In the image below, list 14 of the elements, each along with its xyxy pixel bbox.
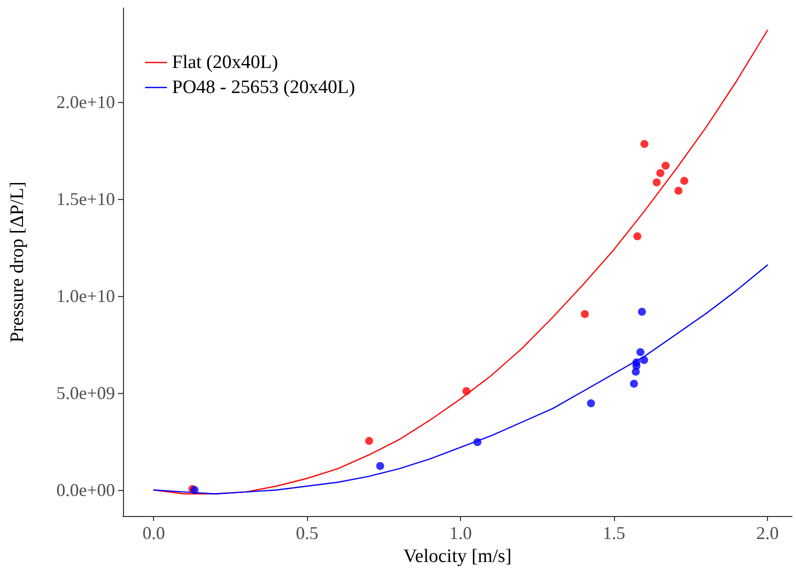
y-tick-label: 2.0e+10 bbox=[56, 92, 115, 112]
y-tick-label: 0.0e+00 bbox=[56, 480, 115, 500]
x-axis-title: Velocity [m/s] bbox=[403, 546, 512, 567]
y-tick-label: 5.0e+09 bbox=[56, 383, 115, 404]
x-tick-label: 0.0 bbox=[142, 523, 165, 543]
x-tick-label: 1.5 bbox=[602, 523, 626, 543]
x-tick-label: 0.5 bbox=[296, 523, 318, 543]
y-tick-label: 1.0e+10 bbox=[56, 286, 115, 306]
x-tick-label: 2.0 bbox=[756, 523, 779, 543]
x-tick-label: 1.0 bbox=[449, 523, 472, 543]
legend-label: PO48 - 25653 (20x40L) bbox=[172, 77, 356, 98]
y-tick-label: 1.5e+10 bbox=[56, 189, 115, 210]
legend-label: Flat (20x40L) bbox=[172, 52, 278, 73]
y-axis-title: Pressure drop [ΔP/L] bbox=[7, 181, 28, 343]
